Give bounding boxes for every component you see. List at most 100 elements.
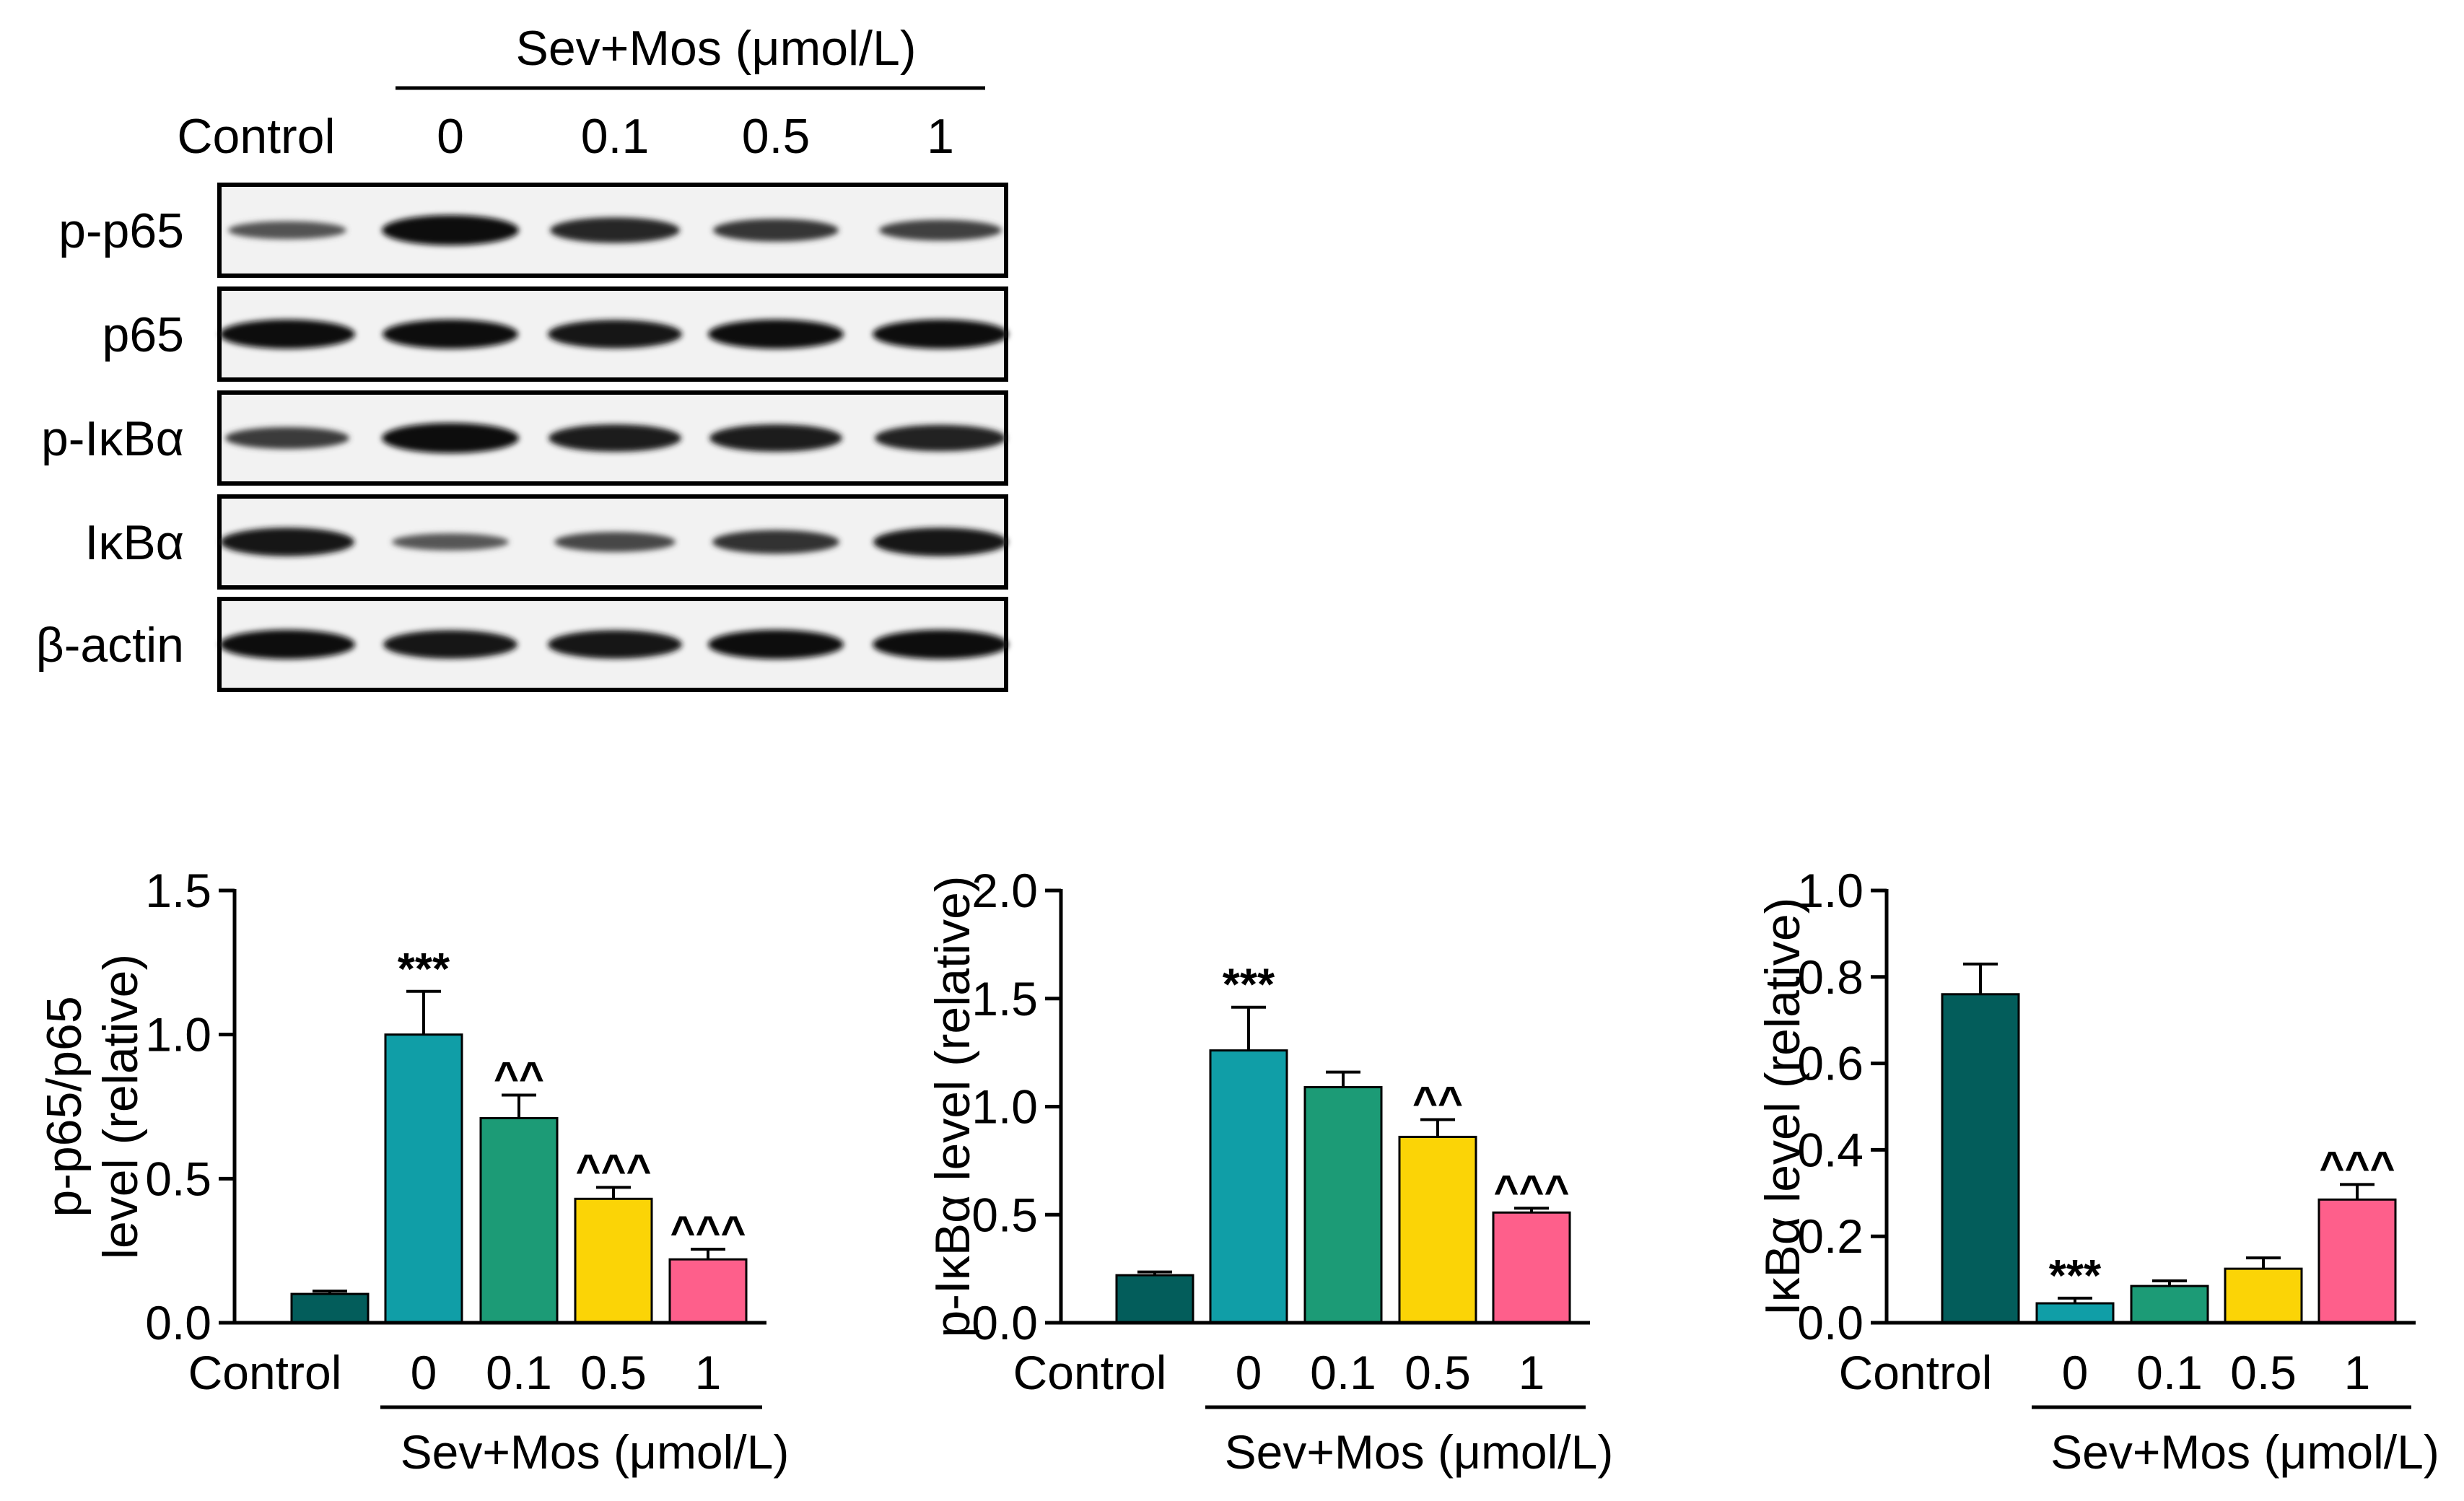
bar-0 <box>2035 1302 2115 1324</box>
blot-rows: p-p65 p65 p-IκBα IκBα β-actin <box>36 183 1008 692</box>
blot-band <box>383 319 518 349</box>
y-axis-label: level (relative) <box>93 954 148 1259</box>
x-tick-label-0-1: 0.1 <box>1310 1346 1376 1399</box>
y-tick-label: 1.0 <box>145 1008 211 1062</box>
x-tick-label-0-5: 0.5 <box>1404 1346 1471 1399</box>
bar-0-1 <box>2130 1285 2209 1324</box>
bar-control <box>1941 993 2020 1324</box>
y-tick-label: 0.8 <box>1797 950 1864 1004</box>
blot-band <box>392 533 509 551</box>
blot-row-label: β-actin <box>36 618 184 673</box>
blot-band <box>548 320 682 349</box>
y-tick-label: 0.0 <box>971 1296 1038 1349</box>
x-tick-label-0: 0 <box>1236 1346 1262 1399</box>
y-tick-label: 0.5 <box>145 1152 211 1205</box>
y-tick-label: 0.0 <box>145 1296 211 1349</box>
x-tick-label-0: 0 <box>411 1346 437 1399</box>
blot-lane-label-0: 0 <box>437 109 464 164</box>
y-tick-label: 0.6 <box>1797 1037 1864 1090</box>
x-tick-label-control: Control <box>1839 1346 1993 1399</box>
significance-label: ^^^ <box>1493 1166 1569 1215</box>
significance-label: ^^ <box>1412 1077 1463 1126</box>
blot-row-p-p65: p-p65 <box>58 183 1008 278</box>
x-tick-label-1: 1 <box>2344 1346 2371 1399</box>
blot-band <box>219 629 355 660</box>
blot-lane-label-0-1: 0.1 <box>581 109 650 164</box>
blot-band <box>709 424 842 452</box>
blot-band <box>383 630 517 659</box>
significance-label: *** <box>2049 1251 2102 1301</box>
blot-row-label: p-p65 <box>58 204 184 258</box>
blot-band <box>708 629 844 660</box>
significance-label: ^^^ <box>575 1145 651 1194</box>
blot-band <box>219 319 355 349</box>
blot-band <box>879 219 1002 241</box>
blot-band <box>708 319 844 349</box>
x-tick-label-0-1: 0.1 <box>486 1346 552 1399</box>
bar-0 <box>384 1033 463 1324</box>
x-group-label: Sev+Mos (μmol/L) <box>401 1425 790 1479</box>
significance-label: *** <box>398 945 450 994</box>
x-tick-label-0-5: 0.5 <box>2230 1346 2297 1399</box>
blot-band <box>228 221 346 240</box>
y-tick-label: 1.5 <box>145 864 211 917</box>
blot-band <box>382 423 519 453</box>
chart-ikba: *** ^^^ 0.0 0.2 0.4 0.6 0.8 1.0 Control 0 0.1 0.5 1 S… <box>1755 864 2439 1479</box>
bar-1 <box>2317 1198 2397 1324</box>
blot-band <box>382 215 519 245</box>
x-tick-label-0: 0 <box>2062 1346 2089 1399</box>
blot-band <box>548 630 682 659</box>
y-tick-label: 0.4 <box>1797 1123 1864 1176</box>
x-tick-label-control: Control <box>188 1346 342 1399</box>
x-tick-label-1: 1 <box>1519 1346 1545 1399</box>
bar-0 <box>1209 1049 1288 1324</box>
y-axis-label: IκBα level (relative) <box>1755 898 1810 1316</box>
western-blot-panel: Sev+Mos (μmol/L) Control 0 0.1 0.5 1 p-p65 p6… <box>36 21 1008 692</box>
blot-group-label: Sev+Mos (μmol/L) <box>516 21 917 76</box>
y-tick-label: 0.0 <box>1797 1296 1864 1349</box>
x-tick-label-control: Control <box>1013 1346 1167 1399</box>
x-tick-label-1: 1 <box>695 1346 722 1399</box>
x-group-label: Sev+Mos (μmol/L) <box>2050 1425 2439 1479</box>
blot-band <box>873 629 1008 660</box>
bar-1 <box>1492 1211 1571 1324</box>
blot-lane-label-control: Control <box>177 109 335 164</box>
significance-label: ^^^ <box>670 1207 746 1256</box>
blot-lane-label-1: 1 <box>927 109 954 164</box>
blot-lane-label-0-5: 0.5 <box>742 109 811 164</box>
blot-band <box>875 424 1006 452</box>
blot-band <box>220 528 354 556</box>
blot-row-label: p-IκBα <box>41 411 184 466</box>
bar-1 <box>668 1258 748 1324</box>
y-axis-label: p-IκBα level (relative) <box>925 875 980 1337</box>
significance-label: ^^^ <box>2319 1142 2395 1191</box>
blot-row-i-b: IκBα <box>84 494 1008 590</box>
significance-label: ^^ <box>494 1054 544 1102</box>
blot-row-p65: p65 <box>102 286 1008 382</box>
blot-band <box>712 530 839 554</box>
blot-lane-labels: Control 0 0.1 0.5 1 <box>177 109 954 164</box>
blot-row-label: p65 <box>102 307 184 362</box>
blot-band <box>225 426 349 450</box>
blot-band <box>873 528 1008 556</box>
x-tick-label-0-5: 0.5 <box>580 1346 647 1399</box>
bar-0-1 <box>479 1116 559 1324</box>
blot-band <box>713 219 839 242</box>
y-tick-label: 2.0 <box>971 864 1038 917</box>
blot-band <box>550 217 680 243</box>
blot-band <box>554 532 676 552</box>
bar-control <box>1115 1274 1194 1324</box>
significance-label: *** <box>1223 960 1275 1010</box>
blot-band <box>549 424 681 452</box>
y-tick-label: 0.2 <box>1797 1209 1864 1263</box>
y-tick-label: 1.0 <box>971 1080 1038 1134</box>
bar-0-1 <box>1303 1086 1383 1324</box>
blot-row-actin: β-actin <box>36 597 1008 692</box>
blot-band <box>873 319 1008 349</box>
x-group-label: Sev+Mos (μmol/L) <box>1225 1425 1614 1479</box>
y-tick-label: 1.0 <box>1797 864 1864 917</box>
y-tick-label: 1.5 <box>971 972 1038 1025</box>
